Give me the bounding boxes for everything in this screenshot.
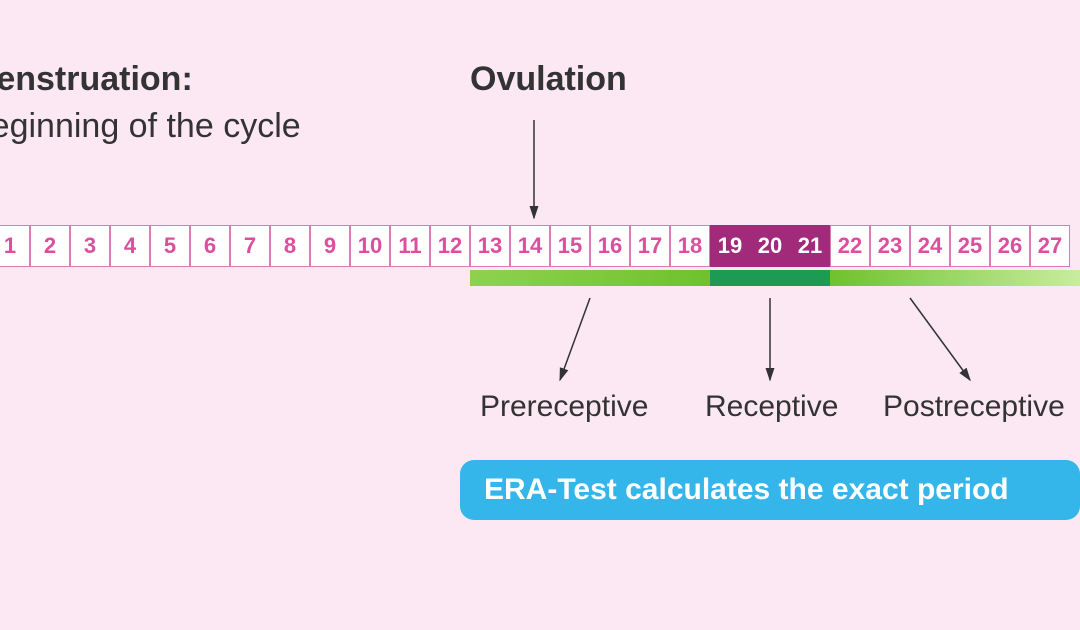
day-box-16: 16 (590, 225, 630, 267)
day-box-19: 19 (710, 225, 750, 267)
day-box-27: 27 (1030, 225, 1070, 267)
day-box-14: 14 (510, 225, 550, 267)
day-box-23: 23 (870, 225, 910, 267)
day-box-3: 3 (70, 225, 110, 267)
phase-segment-1 (710, 270, 830, 286)
day-box-2: 2 (30, 225, 70, 267)
day-box-13: 13 (470, 225, 510, 267)
day-box-24: 24 (910, 225, 950, 267)
era-banner-text: ERA-Test calculates the exact period (484, 473, 1009, 507)
title-line-2: Beginning of the cycle (0, 107, 301, 146)
day-box-17: 17 (630, 225, 670, 267)
day-box-22: 22 (830, 225, 870, 267)
day-box-4: 4 (110, 225, 150, 267)
title-line-1: Menstruation: (0, 60, 301, 99)
day-box-10: 10 (350, 225, 390, 267)
menstruation-title: Menstruation: Beginning of the cycle (0, 60, 301, 146)
day-box-18: 18 (670, 225, 710, 267)
era-banner: ERA-Test calculates the exact period (460, 460, 1080, 520)
phase-segment-2 (830, 270, 1080, 286)
day-box-6: 6 (190, 225, 230, 267)
day-row: 1234567891011121314151617181920212223242… (0, 225, 1070, 267)
day-box-9: 9 (310, 225, 350, 267)
phase-bar (470, 270, 1080, 286)
day-box-12: 12 (430, 225, 470, 267)
day-box-20: 20 (750, 225, 790, 267)
day-box-11: 11 (390, 225, 430, 267)
day-box-25: 25 (950, 225, 990, 267)
ovulation-title: Ovulation (470, 60, 627, 99)
day-box-26: 26 (990, 225, 1030, 267)
phase-label-0: Prereceptive (480, 390, 648, 424)
day-box-15: 15 (550, 225, 590, 267)
phase-label-2: Postreceptive (883, 390, 1065, 424)
day-box-8: 8 (270, 225, 310, 267)
phase-label-1: Receptive (705, 390, 838, 424)
day-box-7: 7 (230, 225, 270, 267)
day-box-1: 1 (0, 225, 30, 267)
day-box-21: 21 (790, 225, 830, 267)
day-box-5: 5 (150, 225, 190, 267)
phase-segment-0 (470, 270, 710, 286)
